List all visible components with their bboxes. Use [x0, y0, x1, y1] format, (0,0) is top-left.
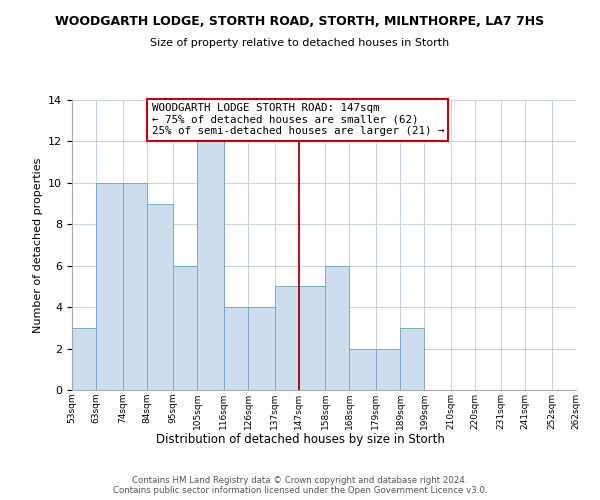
Text: WOODGARTH LODGE, STORTH ROAD, STORTH, MILNTHORPE, LA7 7HS: WOODGARTH LODGE, STORTH ROAD, STORTH, MI… [55, 15, 545, 28]
Text: Size of property relative to detached houses in Storth: Size of property relative to detached ho… [151, 38, 449, 48]
Bar [248, 307, 275, 390]
Text: Contains HM Land Registry data © Crown copyright and database right 2024.
Contai: Contains HM Land Registry data © Crown c… [113, 476, 487, 495]
Y-axis label: Number of detached properties: Number of detached properties [32, 158, 43, 332]
Bar [349, 348, 376, 390]
Text: WOODGARTH LODGE STORTH ROAD: 147sqm
← 75% of detached houses are smaller (62)
25: WOODGARTH LODGE STORTH ROAD: 147sqm ← 75… [152, 103, 444, 136]
Bar [224, 307, 248, 390]
Bar [325, 266, 349, 390]
Bar [72, 328, 96, 390]
Bar [400, 328, 424, 390]
Bar [147, 204, 173, 390]
Bar [299, 286, 325, 390]
Bar [96, 183, 122, 390]
Text: Distribution of detached houses by size in Storth: Distribution of detached houses by size … [155, 432, 445, 446]
Bar [122, 183, 147, 390]
Bar [173, 266, 197, 390]
Bar [275, 286, 299, 390]
Bar [376, 348, 400, 390]
Bar [197, 142, 224, 390]
